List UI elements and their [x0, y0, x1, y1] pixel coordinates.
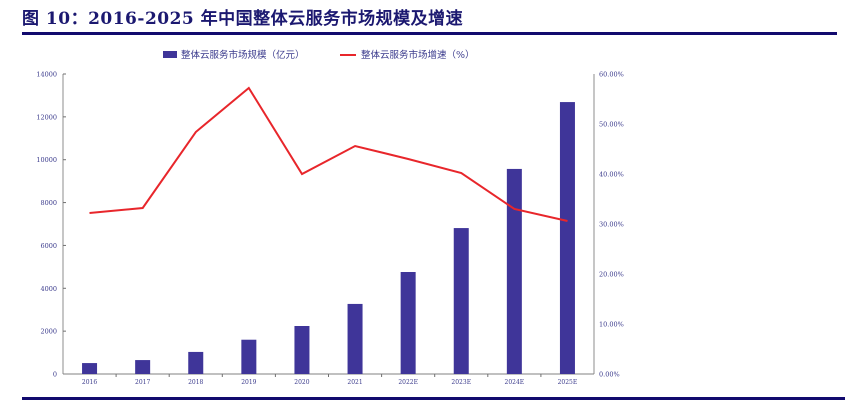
x-tick-label: 2018	[188, 379, 203, 386]
x-tick-label: 2025E	[558, 379, 578, 386]
left-tick-label: 6000	[40, 242, 57, 250]
bar-2016	[82, 363, 98, 374]
bar-2022E	[400, 272, 416, 374]
title-rule	[22, 32, 837, 35]
right-tick-label: 60.00%	[599, 71, 624, 79]
x-tick-label: 2022E	[398, 379, 418, 386]
left-tick-label: 0	[53, 371, 57, 379]
left-y-axis: 0 2000 4000 6000 8000 10000 12000 14000	[36, 71, 66, 379]
bar-2017	[135, 360, 151, 374]
x-axis: 2016 2017 2018 2019 2020 2021 2022E 2023E 2024E 2…	[63, 373, 594, 386]
figure-title: 图 10：2016-2025 年中国整体云服务市场规模及增速	[22, 9, 464, 29]
right-tick-label: 10.00%	[599, 321, 624, 329]
bar-series	[82, 102, 575, 375]
right-y-axis: 0.00% 10.00% 20.00% 30.00% 40.00% 50.00% 60.00…	[593, 71, 624, 379]
x-tick-label: 2020	[294, 379, 309, 386]
legend-line-label: 整体云服务市场增速（%）	[361, 49, 475, 61]
growth-rate-line	[89, 86, 568, 222]
right-tick-label: 0.00%	[599, 371, 620, 379]
right-tick-label: 20.00%	[599, 271, 624, 279]
legend-bar-label: 整体云服务市场规模（亿元）	[181, 49, 305, 61]
bar-2020	[294, 326, 310, 374]
bar-2021	[347, 303, 363, 374]
right-tick-label: 40.00%	[599, 171, 624, 179]
x-tick-label: 2017	[135, 379, 150, 386]
left-tick-label: 14000	[36, 71, 57, 79]
right-tick-label: 50.00%	[599, 121, 624, 129]
left-tick-label: 2000	[40, 328, 57, 336]
bar-2023E	[453, 228, 469, 374]
bar-2019	[241, 339, 257, 374]
bar-2025E	[559, 102, 575, 375]
bar-2024E	[506, 168, 522, 374]
x-tick-label: 2021	[347, 379, 362, 386]
right-tick-label: 30.00%	[599, 221, 624, 229]
bar-2018	[188, 351, 204, 374]
chart-legend: 整体云服务市场规模（亿元） 整体云服务市场增速（%）	[163, 49, 475, 61]
left-tick-label: 12000	[36, 113, 57, 121]
x-tick-label: 2024E	[505, 379, 525, 386]
line-series	[89, 86, 568, 222]
left-tick-label: 10000	[36, 156, 57, 164]
x-tick-label: 2023E	[451, 379, 471, 386]
legend-bar-swatch	[163, 51, 177, 58]
x-tick-label: 2019	[241, 379, 256, 386]
x-tick-label: 2016	[82, 379, 97, 386]
left-tick-label: 8000	[40, 199, 57, 207]
left-tick-label: 4000	[40, 285, 57, 293]
bottom-rule	[22, 397, 845, 400]
